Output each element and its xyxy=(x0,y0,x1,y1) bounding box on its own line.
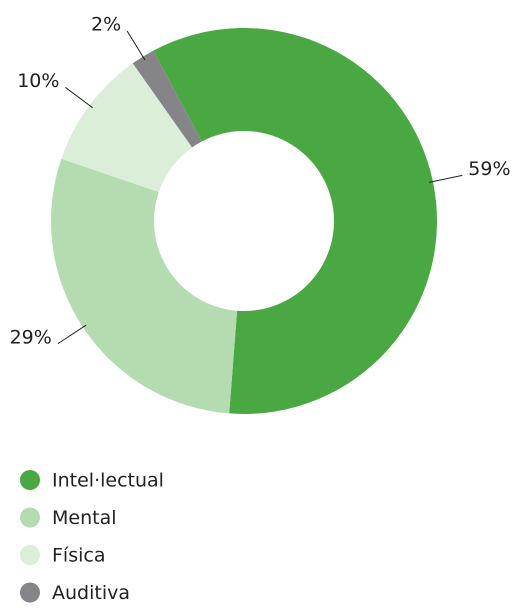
data-label: 29% xyxy=(10,326,52,348)
legend-swatch xyxy=(20,507,40,528)
data-label: 10% xyxy=(17,70,59,92)
data-label: 2% xyxy=(91,14,121,36)
leader-line xyxy=(65,87,93,109)
donut-slice xyxy=(61,63,193,192)
legend-swatch xyxy=(20,545,40,565)
leader-line xyxy=(57,324,87,345)
legend-label: Física xyxy=(52,545,105,567)
legend-swatch xyxy=(20,582,40,603)
legend-label: Intel·lectual xyxy=(52,470,164,492)
data-label: 59% xyxy=(468,158,510,180)
leader-line xyxy=(126,30,146,61)
donut-slice xyxy=(153,27,438,415)
donut-slice xyxy=(51,158,238,414)
donut-slice xyxy=(132,50,202,148)
legend-swatch xyxy=(20,470,40,490)
legend-label: Auditiva xyxy=(52,582,130,604)
leader-line xyxy=(428,174,463,183)
legend-label: Mental xyxy=(52,507,117,529)
